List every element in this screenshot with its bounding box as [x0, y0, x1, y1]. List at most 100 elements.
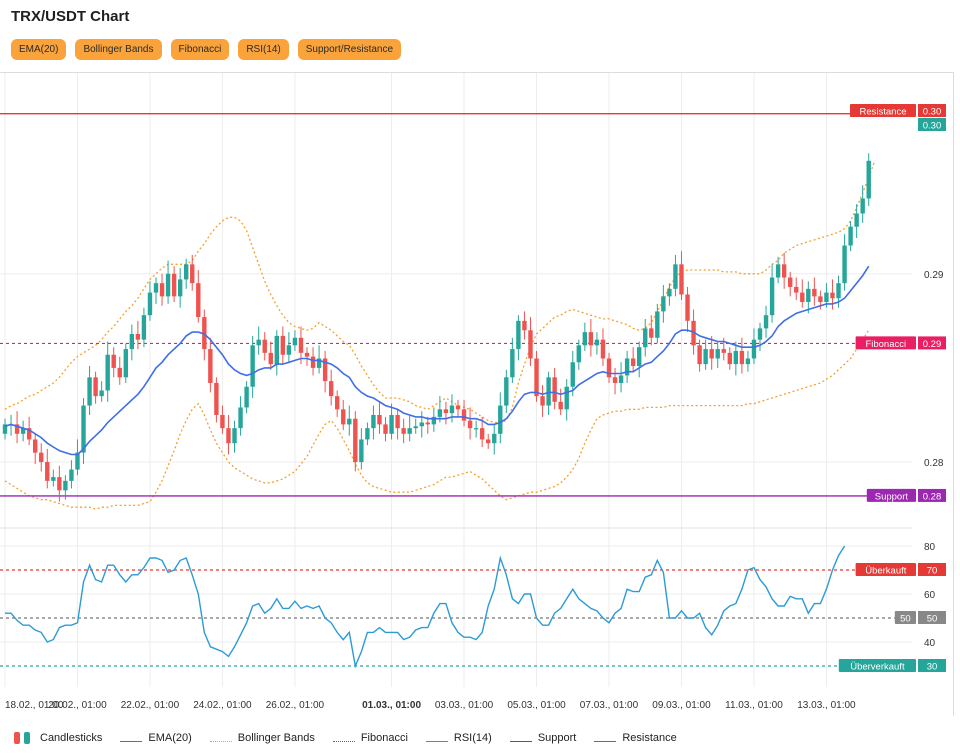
legend-label: EMA(20) — [148, 732, 192, 744]
candle-body — [75, 452, 80, 470]
fibonacci-tag-bg — [855, 336, 916, 350]
candle-body — [93, 377, 98, 397]
resistance-tag: Resistance 0.30 — [850, 104, 946, 118]
candle-body — [353, 418, 358, 463]
candle-body — [667, 288, 672, 297]
support-resistance-toggle-button[interactable]: Support/Resistance — [297, 39, 402, 60]
price-tick-label: 0.28 — [924, 458, 944, 469]
candle-body — [455, 405, 461, 410]
legend-item-fibonacci[interactable]: Fibonacci — [332, 732, 408, 744]
legend-label: Support — [537, 732, 577, 744]
candle-body — [171, 273, 177, 297]
rsi-mid-tag-value-bg — [918, 611, 946, 624]
candle-body — [443, 409, 449, 414]
candle-body — [685, 294, 690, 321]
candle-body — [14, 424, 20, 434]
candle-body — [618, 375, 624, 383]
candle-body — [473, 428, 479, 430]
candle-body — [401, 428, 406, 434]
candle-body — [739, 350, 745, 365]
candle-body — [45, 462, 50, 481]
candle-body — [159, 283, 165, 297]
candle-body — [135, 334, 141, 340]
ema-toggle-button[interactable]: EMA(20) — [11, 39, 67, 60]
legend-label: Bollinger Bands — [237, 732, 315, 744]
candle-body — [431, 416, 437, 425]
candle-body — [504, 377, 509, 406]
candle-body — [570, 362, 575, 387]
candle-body — [866, 160, 871, 199]
candle-body — [679, 264, 684, 295]
candle-body — [781, 264, 787, 278]
candle-body — [280, 335, 286, 355]
candle-body — [624, 358, 630, 376]
candle-body — [256, 339, 261, 346]
chart-area[interactable]: 0.29 0.28 80 60 40 18.02., 01:00 20.02., 01:00… — [0, 72, 954, 716]
rsi-line — [5, 545, 846, 669]
candle-body — [643, 328, 648, 348]
fibonacci-toggle-button[interactable]: Fibonacci — [170, 39, 230, 60]
candle-body — [449, 405, 455, 414]
time-tick-label: 07.03., 01:00 — [580, 700, 639, 711]
rsi-tick-label: 40 — [924, 638, 936, 649]
legend-label: Candlesticks — [40, 732, 103, 744]
candle-body — [310, 356, 316, 368]
candle-body — [335, 396, 340, 410]
candle-body — [51, 477, 56, 481]
legend-item-ema[interactable]: EMA(20) — [120, 732, 192, 744]
candle-body — [528, 330, 533, 359]
legend-item-bollinger[interactable]: Bollinger Bands — [209, 732, 315, 744]
candle-body — [721, 349, 726, 353]
bollinger-toggle-button[interactable]: Bollinger Bands — [75, 39, 162, 60]
candle-body — [220, 414, 225, 429]
candle-body — [347, 418, 352, 425]
rsi-toggle-button[interactable]: RSI(14) — [238, 39, 289, 60]
overbought-tag-value: 70 — [927, 566, 938, 577]
overbought-tag: Überkauft 70 — [855, 563, 946, 577]
candle-body — [153, 283, 159, 293]
candle-body — [788, 277, 793, 287]
legend-label: Resistance — [622, 732, 677, 744]
time-tick-label: 03.03., 01:00 — [435, 700, 494, 711]
candle-body — [836, 283, 841, 299]
candle-body — [226, 428, 231, 444]
legend-item-support[interactable]: Support — [509, 732, 577, 744]
legend-item-candlesticks[interactable]: Candlesticks — [12, 732, 102, 744]
candle-body — [274, 335, 279, 365]
candle-body — [147, 292, 153, 316]
support-tag-text: Support — [875, 491, 909, 502]
candle-body — [492, 433, 497, 444]
candle-body — [328, 381, 334, 397]
line-icon — [509, 735, 532, 742]
candle-body — [751, 339, 757, 359]
candle-body — [425, 422, 430, 425]
candle-body — [238, 407, 243, 429]
candle-body — [407, 428, 412, 434]
candle-body — [262, 339, 267, 353]
overbought-tag-text: Überkauft — [865, 566, 907, 577]
candle-body — [727, 352, 732, 365]
resistance-tag-bg — [850, 104, 916, 117]
candle-body — [479, 428, 485, 440]
candle-body — [600, 339, 606, 359]
candle-body — [20, 428, 26, 434]
candle-body — [775, 264, 781, 278]
candle-body — [63, 480, 68, 491]
candle-body — [812, 288, 817, 297]
legend-item-rsi[interactable]: RSI(14) — [425, 732, 492, 744]
time-tick-label: 01.03., 01:00 — [362, 700, 421, 711]
candle-body — [359, 439, 364, 463]
candle-body — [733, 350, 739, 365]
candle-body — [286, 345, 292, 355]
candle-body — [437, 409, 443, 417]
candle-body — [129, 334, 135, 350]
legend-item-resistance[interactable]: Resistance — [594, 732, 677, 744]
candle-body — [2, 424, 8, 434]
candle-body — [697, 345, 702, 365]
candle-body — [141, 315, 147, 340]
candle-body — [117, 367, 122, 378]
candle-body — [582, 332, 588, 346]
candle-body — [637, 347, 642, 367]
candle-body — [81, 405, 86, 453]
